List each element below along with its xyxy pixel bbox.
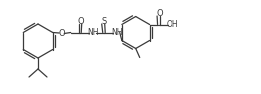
Text: OH: OH [167, 20, 178, 29]
Text: NH: NH [111, 28, 122, 37]
Text: O: O [156, 8, 163, 17]
Text: O: O [78, 17, 84, 25]
Text: S: S [101, 17, 106, 25]
Text: O: O [58, 29, 65, 38]
Text: NH: NH [87, 28, 98, 37]
